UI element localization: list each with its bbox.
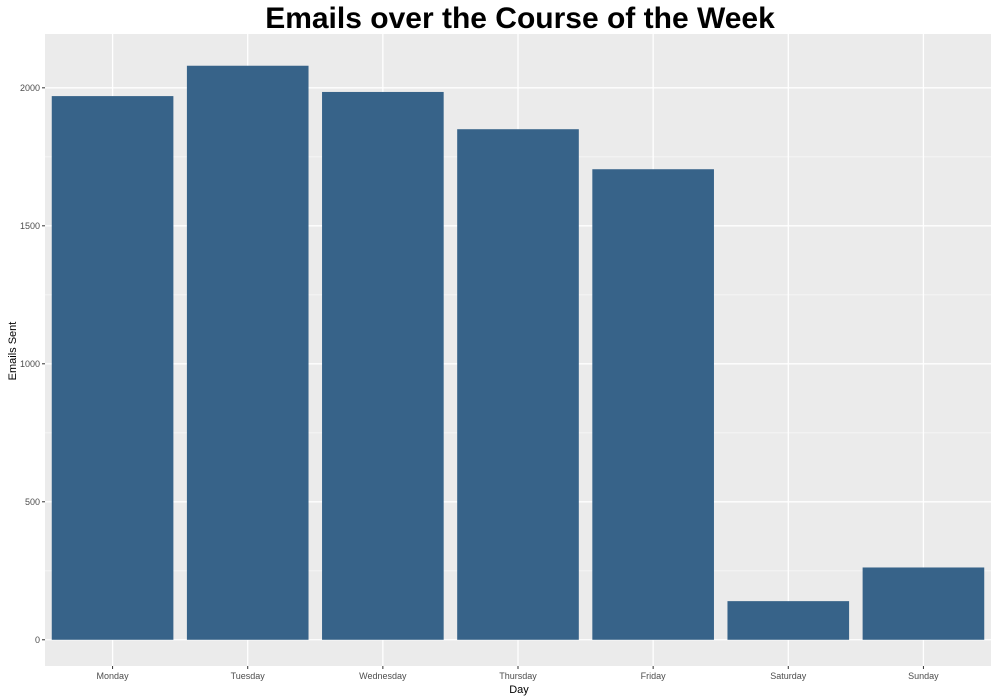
y-axis-ticks: 0 500 1000 1500 2000 (20, 83, 45, 645)
chart-title: Emails over the Course of the Week (265, 2, 775, 35)
x-tick-label: Sunday (908, 671, 939, 681)
y-axis-title: Emails Sent (7, 322, 19, 381)
x-tick-label: Saturday (770, 671, 807, 681)
x-tick-label: Friday (641, 671, 667, 681)
y-tick-label: 1500 (20, 221, 40, 231)
bar-friday (592, 169, 714, 640)
x-tick-label: Tuesday (231, 671, 266, 681)
bars-group (51, 65, 985, 640)
y-tick-label: 2000 (20, 83, 40, 93)
x-tick-label: Thursday (499, 671, 537, 681)
y-tick-label: 0 (35, 635, 40, 645)
bar-saturday (727, 601, 850, 640)
bar-tuesday (186, 65, 309, 640)
bar-wednesday (322, 91, 444, 640)
bar-monday (51, 96, 174, 640)
x-tick-label: Wednesday (359, 671, 407, 681)
y-tick-label: 500 (25, 497, 40, 507)
bar-sunday (862, 567, 985, 640)
y-tick-label: 1000 (20, 359, 40, 369)
bar-thursday (457, 129, 579, 640)
x-axis-ticks: Monday Tuesday Wednesday Thursday Friday Satu… (97, 666, 939, 681)
x-axis-title: Day (509, 684, 529, 696)
x-tick-label: Monday (97, 671, 130, 681)
